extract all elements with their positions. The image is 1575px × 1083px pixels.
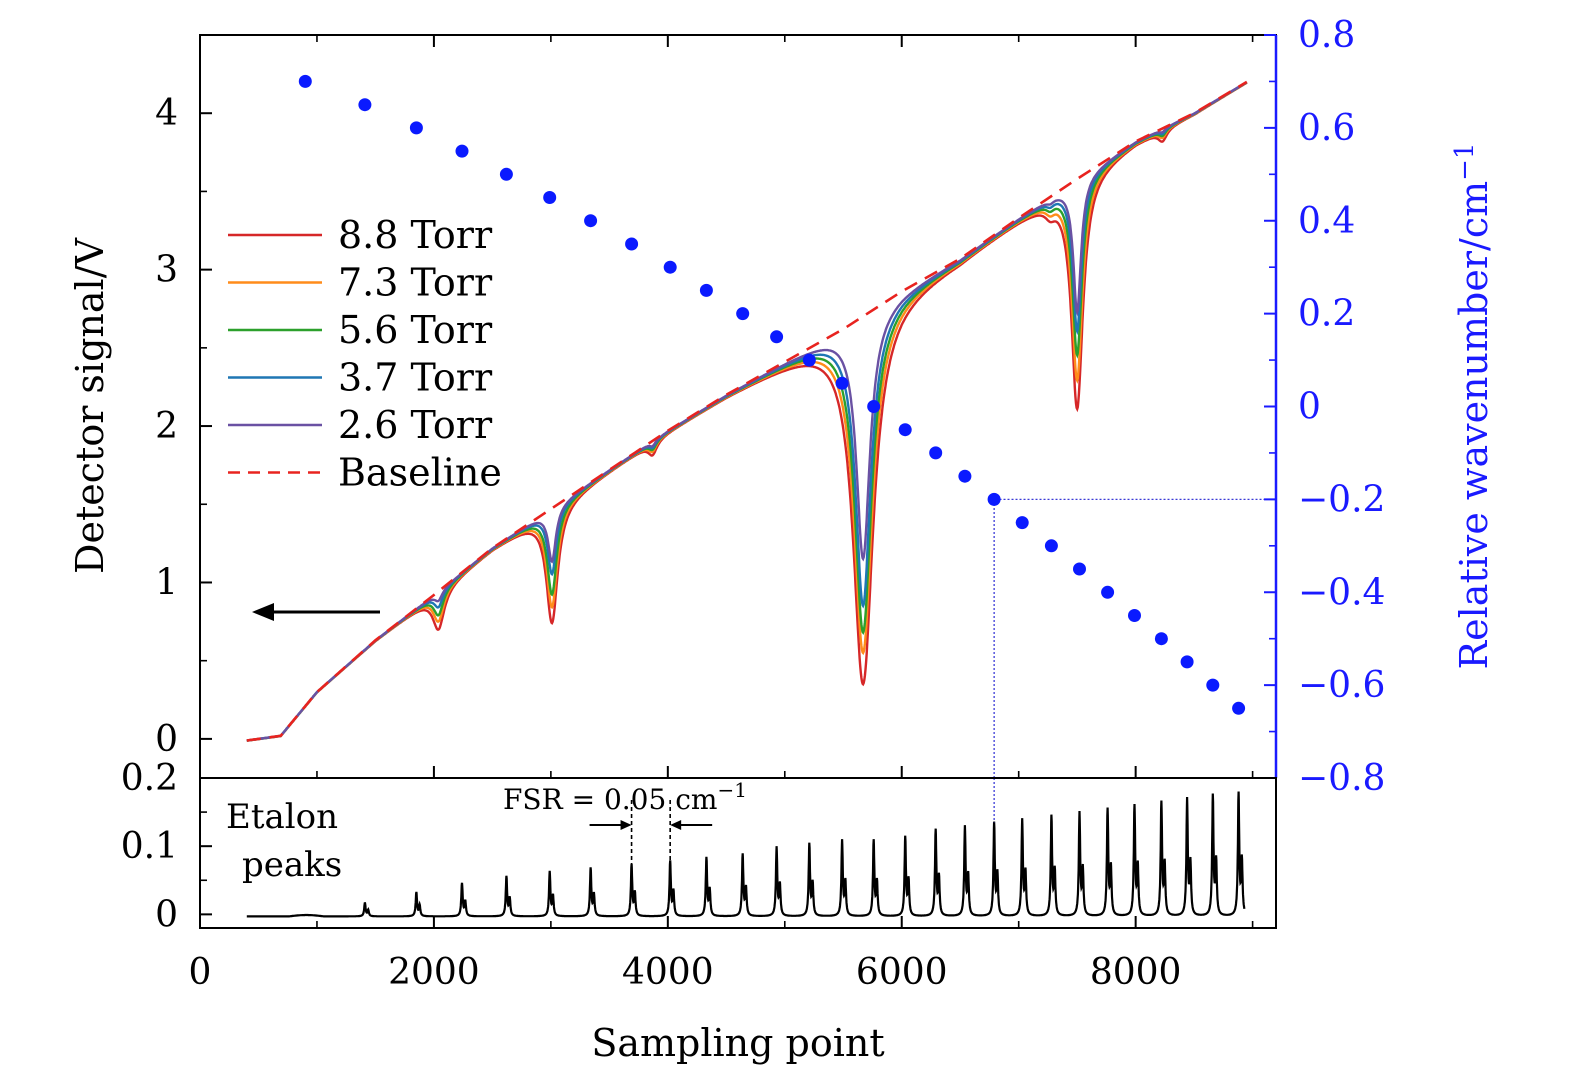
baseline-line [246,80,1248,742]
bottom-plot-frame [199,777,1277,929]
bottom-axes: 0 0.1 0.2 0 2000 4000 6000 8000 [121,758,1254,993]
wavenumber-point [409,121,423,135]
wavenumber-point [867,400,881,413]
y-axis-title: Detector signal/V [68,238,112,574]
y-tick-label: 4 [155,93,178,134]
wavenumber-point [1044,539,1058,553]
etalon-annotation-line-1: Etalon [226,797,338,837]
y-tick-label: 2 [155,406,178,447]
y-tick-label: 3 [155,250,178,291]
wavenumber-point [1180,655,1194,669]
wavenumber-point [1015,516,1029,530]
bottom-y-tick-label: 0 [155,894,178,935]
wavenumber-point [987,492,1001,506]
wavenumber-point [625,237,639,251]
legend-label: Baseline [338,451,502,495]
bottom-panel: 0 0.1 0.2 0 2000 4000 6000 8000 Etalon peaks FS… [121,758,1277,993]
legend-label: 7.3 Torr [338,261,493,305]
y-tick-label: 0 [155,719,178,760]
wavenumber-point [543,191,557,204]
wavenumber-guide-line [993,498,1276,778]
etalon-trace [246,791,1246,918]
fsr-label-sup: −1 [717,778,746,802]
y2-axis-title: Relative wavenumber/cm−1 [1450,143,1496,670]
left-axis-arrow [252,603,380,621]
x-tick-label: 6000 [856,952,948,993]
fsr-annotation: FSR = 0.05 cm−1 [503,778,747,885]
x-tick-label: 2000 [388,952,480,993]
legend-label: 2.6 Torr [338,403,493,447]
etalon-annotation-line-2: peaks [242,845,342,885]
y-tick-label: 1 [155,562,178,603]
y2-tick-label: 0.2 [1298,294,1355,335]
y2-tick-label: 0.4 [1298,201,1355,242]
legend-label: 3.7 Torr [338,356,493,400]
wavenumber-point [1101,585,1115,599]
wavenumber-point [1206,678,1220,692]
wavenumber-point [736,307,750,321]
wavenumber-point [499,167,513,181]
wavenumber-point [802,353,816,367]
top-plot-content [246,74,1276,778]
y2-tick-label: 0.6 [1298,108,1355,149]
y2-tick-label: 0.8 [1298,15,1355,56]
y2-tick-label: 0 [1298,387,1321,428]
legend-label: 8.8 Torr [338,213,493,257]
wavenumber-point [929,446,943,460]
bottom-plot-content [246,778,1246,918]
fsr-markers [589,800,713,885]
y2-tick-label: −0.8 [1298,758,1385,799]
top-panel: 0 1 2 3 4 0.8 0.6 0.4 0.2 0 −0.2 −0.4 −0.6 −0.8 8.8 T… [155,15,1385,799]
wavenumber-point [358,98,372,112]
wavenumber-point [958,469,972,483]
y2-tick-label: −0.2 [1298,479,1385,520]
y2-tick-label: −0.6 [1298,665,1385,706]
fsr-label: FSR = 0.05 cm−1 [503,778,747,816]
bottom-y-tick-label: 0.1 [121,826,178,867]
y2-axis-title-sup: −1 [1450,143,1480,181]
wavenumber-point [835,376,849,390]
top-axes: 0 1 2 3 4 0.8 0.6 0.4 0.2 0 −0.2 −0.4 −0.6 −0.8 [155,15,1385,799]
wavenumber-point [584,214,598,228]
y2-axis-title-text: Relative wavenumber/cm [1452,181,1496,670]
x-axis-title: Sampling point [591,1021,884,1065]
wavenumber-point [699,283,713,297]
fsr-arrowhead-left [620,820,632,830]
bottom-y-tick-label: 0.2 [121,758,178,799]
wavenumber-point [663,260,677,274]
wavenumber-point [298,74,312,88]
legend-label: 5.6 Torr [338,308,493,352]
x-tick-label: 4000 [622,952,714,993]
fsr-label-text: FSR = 0.05 cm [503,783,717,816]
fsr-arrowhead-right [670,820,682,830]
wavenumber-point [1154,632,1168,646]
x-tick-label: 0 [189,952,212,993]
wavenumber-point [1073,562,1086,576]
wavenumber-point [898,423,912,437]
wavenumber-point [455,144,469,158]
wavenumber-point [1232,701,1246,715]
wavenumber-point [770,330,784,344]
wavenumber-point [1128,609,1141,622]
x-tick-label: 8000 [1090,952,1182,993]
y2-tick-label: −0.4 [1298,572,1385,613]
